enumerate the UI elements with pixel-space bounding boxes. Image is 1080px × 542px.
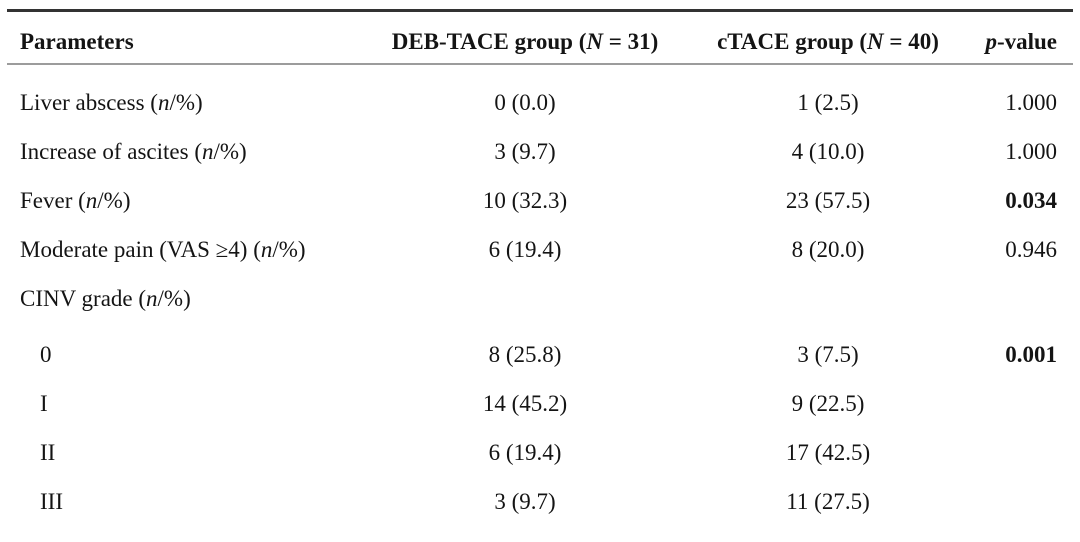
deb-tace-cell: 0 (0.0) [494,90,556,116]
deb-tace-cell: 6 (19.4) [488,237,562,263]
ctace-cell: 11 (27.5) [786,489,870,515]
text-segment: /%) [97,188,131,214]
table-row: 0 8 (25.8) 3 (7.5) 0.001 [7,323,1073,379]
text-segment: = 31) [603,29,659,54]
parameter-cell: III [7,477,360,526]
p-value-cell [966,274,1073,323]
text-segment: Fever ( [20,188,86,214]
parameters-header: Parameters [7,11,360,65]
ctace-cell: 8 (20.0) [791,237,865,263]
ctace-cell: 4 (10.0) [791,139,865,165]
ctace-cell: 17 (42.5) [785,440,871,466]
text-segment: II [40,440,56,466]
ctace-group-header: cTACE group (N = 40) [690,11,966,65]
text-segment: 0 [40,342,52,368]
table-row: II 6 (19.4) 17 (42.5) [7,428,1073,477]
text-segment: p [985,29,997,54]
deb-tace-cell: 3 (9.7) [494,489,556,515]
p-value-cell: 1.000 [1005,139,1057,165]
parameter-cell: 0 [7,323,360,379]
table-row: Increase of ascites (n/%) 3 (9.7) 4 (10.0)… [7,127,1073,176]
deb-tace-cell: 10 (32.3) [482,188,568,214]
deb-tace-group-header: DEB-TACE group (N = 31) [360,11,690,65]
text-segment: /%) [169,90,203,116]
text-segment: /%) [272,237,306,263]
text-segment: I [40,391,48,417]
text-segment: n [201,139,214,165]
p-value-cell: 1.000 [1005,90,1057,116]
paper-table-container: Parameters DEB-TACE group (N = 31) cTACE g… [7,9,1073,526]
p-value-cell: 0.034 [1005,188,1057,214]
deb-tace-cell [360,274,690,323]
text-segment: Moderate pain (VAS ≥4) ( [20,237,261,263]
text-segment: cTACE group ( [717,29,868,54]
deb-tace-cell: 8 (25.8) [488,342,562,368]
parameter-cell: CINV grade (n/%) [7,274,360,323]
text-segment: N [586,29,604,54]
text-segment: Liver abscess ( [20,90,158,116]
table-row: I 14 (45.2) 9 (22.5) [7,379,1073,428]
parameter-cell: Increase of ascites (n/%) [7,127,360,176]
table-body: Liver abscess (n/%) 0 (0.0) 1 (2.5) 1.000 In… [7,64,1073,526]
text-segment: -value [996,29,1057,54]
p-value-cell [966,477,1073,526]
text-segment: CINV grade ( [20,286,147,312]
text-segment: /%) [157,286,191,312]
text-segment: DEB-TACE group ( [391,29,587,54]
p-value-cell: 0.001 [1005,342,1057,368]
table-row: Fever (n/%) 10 (32.3) 23 (57.5) 0.034 [7,176,1073,225]
text-segment: n [146,286,158,312]
text-segment: n [260,237,273,263]
text-segment: Increase of ascites ( [20,139,202,165]
text-segment: III [40,489,63,515]
ctace-cell [690,274,966,323]
ctace-cell: 3 (7.5) [797,342,859,368]
parameter-cell: Moderate pain (VAS ≥4) (n/%) [7,225,360,274]
parameter-cell: Fever (n/%) [7,176,360,225]
ctace-cell: 1 (2.5) [797,90,859,116]
ctace-cell: 9 (22.5) [791,391,865,417]
p-value-header: p-value [966,11,1073,65]
parameter-cell: I [7,379,360,428]
text-segment: Parameters [20,29,134,54]
table-row: Moderate pain (VAS ≥4) (n/%) 6 (19.4) 8 (2… [7,225,1073,274]
parameter-cell: II [7,428,360,477]
deb-tace-cell: 6 (19.4) [488,440,562,466]
adverse-events-table: Parameters DEB-TACE group (N = 31) cTACE g… [7,9,1073,526]
text-segment: N [867,29,884,54]
p-value-cell: 0.946 [1005,237,1057,263]
text-segment: /%) [213,139,247,165]
deb-tace-cell: 3 (9.7) [494,139,556,165]
table-row: Liver abscess (n/%) 0 (0.0) 1 (2.5) 1.000 [7,64,1073,127]
ctace-cell: 23 (57.5) [785,188,871,214]
table-row: CINV grade (n/%) [7,274,1073,323]
parameter-cell: Liver abscess (n/%) [7,64,360,127]
table-row: III 3 (9.7) 11 (27.5) [7,477,1073,526]
deb-tace-cell: 14 (45.2) [482,391,568,417]
text-segment: = 40) [883,29,939,54]
text-segment: n [85,188,98,214]
p-value-cell [966,379,1073,428]
table-header-row: Parameters DEB-TACE group (N = 31) cTACE g… [7,11,1073,65]
text-segment: n [157,90,170,116]
p-value-cell [966,428,1073,477]
